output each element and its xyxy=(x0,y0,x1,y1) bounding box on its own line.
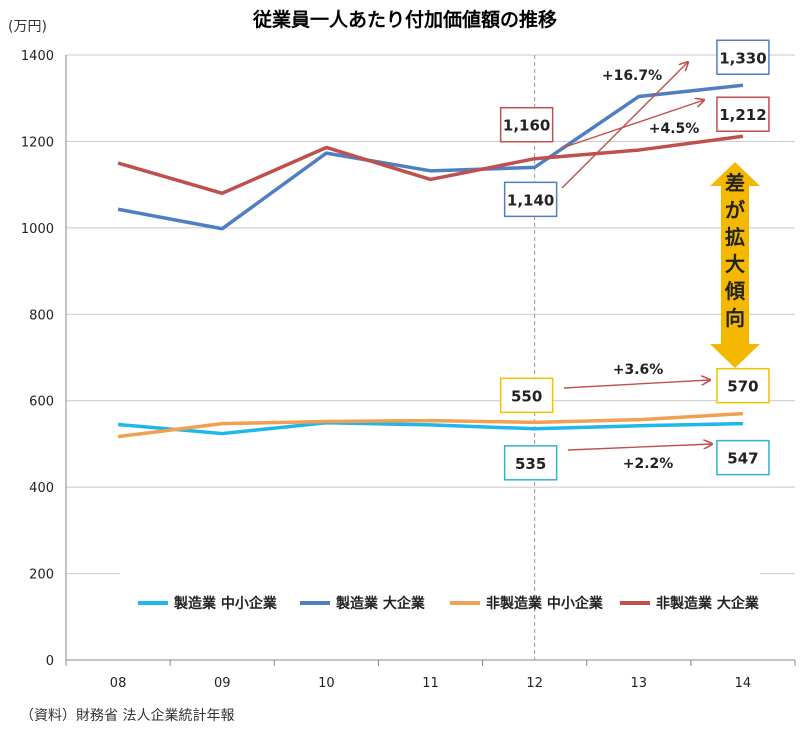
y-tick-label: 800 xyxy=(29,308,54,323)
y-tick-label: 1200 xyxy=(21,135,54,150)
x-tick-label: 12 xyxy=(526,676,543,691)
value-box xyxy=(503,181,558,218)
growth-arrow xyxy=(561,100,704,149)
x-tick-label: 10 xyxy=(318,676,335,691)
source-note: （資料）財務省 法人企業統計年報 xyxy=(20,708,235,724)
legend: 製造業 中小企業 製造業 大企業 非製造業 中小企業 非製造業 大企業 xyxy=(138,595,760,612)
value-box-label: 1,160 xyxy=(503,117,550,135)
growth-arrow xyxy=(563,380,710,389)
series-line-0 xyxy=(117,421,743,436)
legend-label: 非製造業 中小企業 xyxy=(486,595,604,612)
chart-title: 従業員一人あたり付加価値額の推移 xyxy=(252,8,557,31)
growth-arrow xyxy=(561,62,688,189)
series-line-1 xyxy=(117,83,744,231)
legend-label: 製造業 大企業 xyxy=(335,595,426,612)
series-line-2 xyxy=(117,411,744,439)
x-tick-label: 13 xyxy=(631,676,648,691)
series-line-3 xyxy=(117,134,744,196)
growth-label: +16.7% xyxy=(602,68,662,84)
growth-label: +3.6% xyxy=(613,362,664,378)
series-lines xyxy=(117,83,744,439)
value-box-label: 547 xyxy=(727,450,758,468)
axes: 0 200 400 600 800 1000 1200 1400 08 09 10 11 12 13 14 xyxy=(21,49,796,691)
y-tick-label: 400 xyxy=(29,481,54,496)
y-tick-label: 200 xyxy=(29,568,54,583)
value-box-label: 1,330 xyxy=(719,49,766,67)
legend-label: 非製造業 大企業 xyxy=(656,595,760,612)
value-box xyxy=(499,377,554,414)
x-tick-label: 08 xyxy=(110,676,127,691)
value-box-label: 1,212 xyxy=(719,106,766,124)
gap-double-arrow xyxy=(710,162,760,368)
x-tick-label: 14 xyxy=(735,676,752,691)
y-tick-label: 0 xyxy=(46,654,54,669)
x-tick-label: 11 xyxy=(422,676,439,691)
y-axis-unit: (万円) xyxy=(8,19,47,35)
y-tick-label: 600 xyxy=(29,395,54,410)
value-box-label: 550 xyxy=(511,387,542,405)
value-box xyxy=(716,439,770,476)
value-box xyxy=(503,445,558,481)
value-box-label: 535 xyxy=(515,455,546,473)
y-tick-label: 1000 xyxy=(21,222,54,237)
value-box-label: 570 xyxy=(727,378,758,396)
gap-label: 差が拡大傾向 xyxy=(724,171,746,330)
growth-label: +4.5% xyxy=(649,121,700,137)
x-tick-label: 09 xyxy=(214,676,231,691)
value-box xyxy=(716,96,770,132)
growth-arrow xyxy=(567,444,712,451)
value-box xyxy=(716,367,770,404)
grid-lines xyxy=(66,54,795,575)
value-box-label: 1,140 xyxy=(507,191,554,209)
y-tick-label: 1400 xyxy=(21,49,54,64)
value-box xyxy=(716,39,770,75)
growth-label: +2.2% xyxy=(623,456,674,472)
legend-label: 製造業 中小企業 xyxy=(173,595,278,612)
annotations: 1,330 1,212 1,160 1,140 550 570 535 547 +16.7% +4… xyxy=(499,39,770,481)
value-box xyxy=(499,106,554,143)
